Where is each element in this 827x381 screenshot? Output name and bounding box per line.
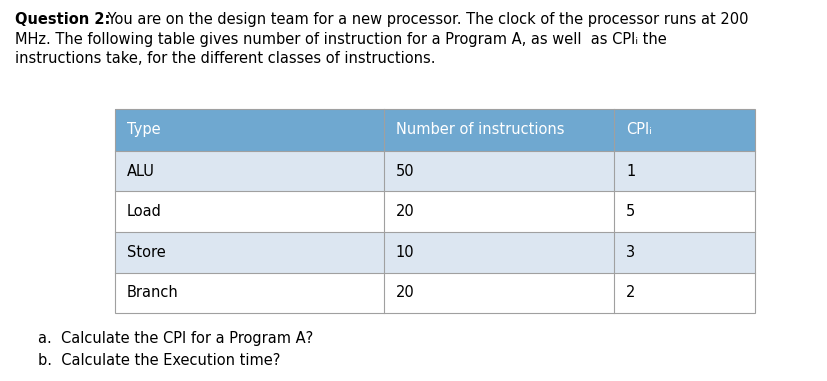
- Text: MHz. The following table gives number of instruction for a Program A, as well  a: MHz. The following table gives number of…: [15, 32, 666, 47]
- Text: Load: Load: [127, 204, 162, 219]
- Text: 5: 5: [625, 204, 634, 219]
- Text: a.  Calculate the CPI for a Program A?: a. Calculate the CPI for a Program A?: [38, 331, 313, 346]
- Text: Store: Store: [127, 245, 165, 260]
- Text: ALU: ALU: [127, 164, 155, 179]
- Text: 20: 20: [395, 204, 414, 219]
- Text: 1: 1: [625, 164, 634, 179]
- Text: Number of instructions: Number of instructions: [395, 123, 564, 138]
- Text: CPIᵢ: CPIᵢ: [625, 123, 652, 138]
- Text: 3: 3: [625, 245, 634, 260]
- Text: You are on the design team for a new processor. The clock of the processor runs : You are on the design team for a new pro…: [103, 12, 748, 27]
- Text: 50: 50: [395, 164, 414, 179]
- Bar: [115, 151, 754, 192]
- Text: Type: Type: [127, 123, 160, 138]
- Text: 10: 10: [395, 245, 414, 260]
- Text: Question 2:: Question 2:: [15, 12, 110, 27]
- Text: Branch: Branch: [127, 285, 179, 300]
- Bar: [115, 109, 754, 151]
- Text: 20: 20: [395, 285, 414, 300]
- Text: 2: 2: [625, 285, 635, 300]
- Bar: [115, 192, 754, 232]
- Bar: [115, 272, 754, 313]
- Text: instructions take, for the different classes of instructions.: instructions take, for the different cla…: [15, 51, 435, 66]
- Bar: [115, 232, 754, 272]
- Text: b.  Calculate the Execution time?: b. Calculate the Execution time?: [38, 353, 280, 368]
- Bar: [115, 109, 754, 313]
